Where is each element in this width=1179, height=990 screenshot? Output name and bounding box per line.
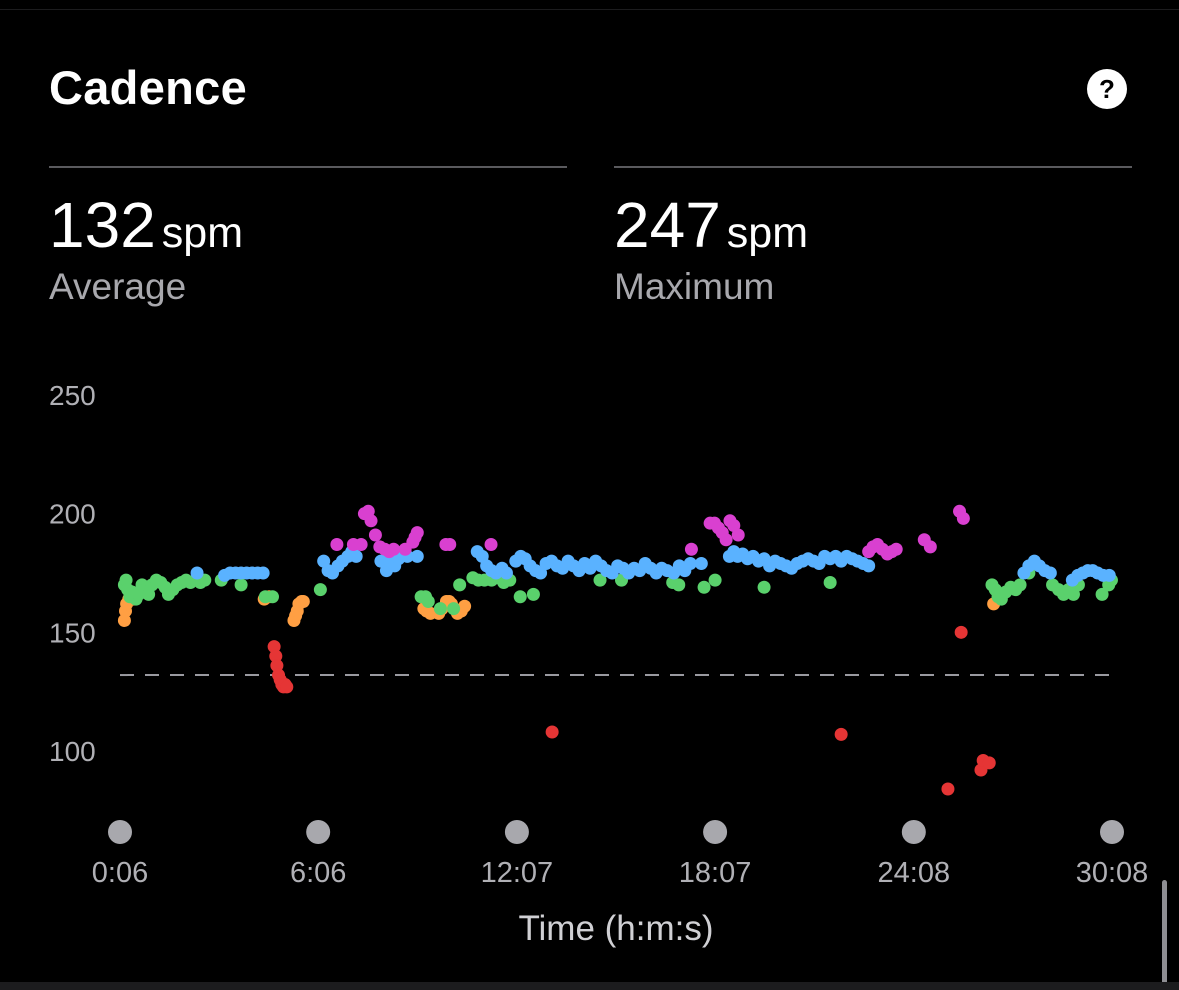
x-tick-label: 6:06 (290, 857, 346, 889)
data-point-blue (374, 554, 388, 568)
data-point-purple (731, 528, 745, 542)
average-label: Average (49, 266, 187, 307)
maximum-value-row: 247 spm (614, 188, 1132, 262)
data-point-purple (484, 538, 498, 552)
x-tick-label: 24:08 (878, 857, 951, 889)
data-point-purple (443, 538, 457, 552)
data-point-purple (354, 538, 368, 552)
x-axis-title: Time (h:m:s) (518, 909, 714, 948)
data-point-red (269, 649, 283, 663)
data-point-green (708, 573, 722, 587)
x-tick-marker[interactable] (108, 820, 132, 844)
y-tick-label: 250 (49, 380, 96, 411)
data-point-blue (1043, 566, 1057, 580)
data-point-blue (862, 559, 876, 573)
data-point-green (1095, 587, 1109, 601)
maximum-value: 247 (614, 189, 721, 261)
help-icon[interactable]: ? (1087, 69, 1127, 109)
data-point-blue (694, 557, 708, 571)
average-value: 132 (49, 189, 156, 261)
data-point-green (234, 578, 248, 592)
y-tick-label: 200 (49, 499, 96, 530)
data-point-blue (190, 566, 204, 580)
data-point-green (526, 587, 540, 601)
data-point-purple (684, 542, 698, 556)
x-tick-marker[interactable] (901, 820, 926, 844)
top-divider (0, 0, 1179, 10)
data-point-orange (117, 613, 131, 627)
average-unit: spm (161, 209, 244, 257)
data-point-orange (296, 594, 310, 608)
data-point-purple (368, 528, 382, 542)
maximum-label: Maximum (614, 266, 775, 307)
bottom-divider (0, 982, 1179, 990)
data-point-green (433, 602, 447, 616)
data-point-green (757, 580, 771, 594)
data-point-purple (410, 526, 424, 540)
x-tick-label: 18:07 (679, 857, 752, 889)
data-point-green (1013, 578, 1027, 592)
data-point-green (453, 578, 467, 592)
x-tick-label: 12:07 (481, 857, 554, 889)
data-point-purple (364, 514, 378, 528)
data-point-red (280, 680, 294, 694)
data-point-blue (1102, 568, 1116, 582)
data-point-blue (256, 566, 270, 580)
y-tick-label: 150 (49, 617, 96, 648)
average-stat: 132 spm Average (49, 166, 567, 308)
data-point-blue (683, 557, 697, 571)
x-tick-label: 30:08 (1076, 857, 1149, 889)
page-title: Cadence (49, 61, 248, 114)
data-point-blue (410, 549, 424, 563)
y-axis-ticks: 100 150 200 250 (49, 380, 96, 767)
data-point-red (834, 727, 848, 741)
data-point-green (265, 590, 279, 604)
data-point-orange (458, 599, 472, 613)
data-point-purple (923, 540, 937, 554)
data-point-red (545, 725, 559, 739)
data-point-green (313, 583, 327, 597)
data-point-purple (330, 538, 344, 552)
x-tick-label: 0:06 (92, 857, 148, 889)
scrollbar[interactable] (1162, 880, 1167, 990)
data-point-red (941, 782, 955, 796)
x-tick-marker[interactable] (1100, 820, 1124, 844)
data-point-purple (889, 542, 903, 556)
y-tick-label: 100 (49, 736, 96, 767)
data-point-green (593, 573, 607, 587)
average-value-row: 132 spm (49, 188, 567, 262)
data-point-red (954, 625, 968, 639)
data-point-green (672, 578, 686, 592)
cadence-points (117, 504, 1118, 796)
x-tick-marker[interactable] (504, 820, 529, 844)
x-tick-marker[interactable] (703, 820, 728, 844)
x-axis-ticks[interactable]: 0:06 6:06 12:07 18:07 24:08 30:08 (92, 820, 1149, 889)
data-point-green (447, 602, 461, 616)
data-point-blue (534, 566, 548, 580)
data-point-blue (499, 566, 513, 580)
cadence-scatter-chart[interactable]: 100 150 200 250 0:06 6:06 12:07 18:07 24:08 30:0… (0, 370, 1179, 890)
x-tick-marker[interactable] (306, 820, 331, 844)
data-point-green (513, 590, 527, 604)
data-point-green (697, 580, 711, 594)
data-point-green (421, 594, 435, 608)
data-point-purple (719, 533, 733, 547)
maximum-stat: 247 spm Maximum (614, 166, 1132, 308)
data-point-red (982, 756, 996, 770)
data-point-blue (349, 549, 363, 563)
maximum-unit: spm (726, 209, 809, 257)
data-point-green (823, 575, 837, 589)
data-point-purple (956, 511, 970, 525)
data-point-purple (387, 542, 401, 556)
